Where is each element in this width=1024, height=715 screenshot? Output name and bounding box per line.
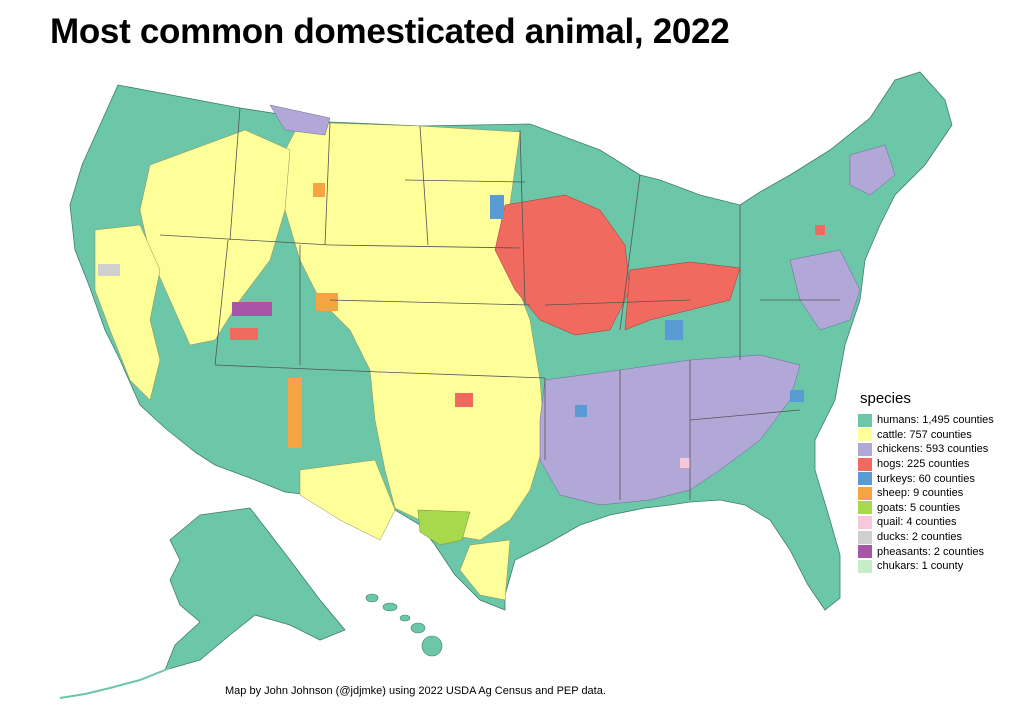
alaska-aleutians (59, 667, 171, 699)
goats-region-texas (417, 509, 471, 546)
hogs-region-nc (815, 225, 825, 235)
ducks-region-california (98, 264, 120, 276)
legend-item: hogs: 225 counties (858, 457, 1018, 472)
legend-swatch (858, 472, 872, 486)
legend-label: hogs: 225 counties (877, 458, 970, 471)
legend-item: chukars: 1 county (858, 559, 1018, 574)
chickens-region-south (539, 354, 801, 506)
legend-label: turkeys: 60 counties (877, 472, 975, 485)
legend-item: pheasants: 2 counties (858, 544, 1018, 559)
map-credit: Map by John Johnson (@jdjmke) using 2022… (225, 685, 606, 697)
chickens-region-northeast (849, 144, 896, 196)
legend-item: humans: 1,495 counties (858, 413, 1018, 428)
legend-swatch (858, 501, 872, 515)
legend-items: humans: 1,495 counties cattle: 757 counti… (858, 413, 1018, 574)
legend-label: humans: 1,495 counties (877, 414, 994, 427)
hogs-region-iowa (494, 194, 631, 336)
cattle-region-california (94, 224, 161, 401)
alaska-landmass (164, 507, 346, 671)
quail-region-georgia (680, 458, 690, 468)
hogs-region-indiana (624, 261, 741, 331)
legend-label: ducks: 2 counties (877, 531, 962, 544)
page-title: Most common domesticated animal, 2022 (50, 12, 730, 51)
legend-label: quail: 4 counties (877, 516, 957, 529)
sheep-region-new-mexico (288, 378, 302, 448)
hogs-region-oklahoma (455, 393, 473, 407)
legend-swatch (858, 457, 872, 471)
legend-item: cattle: 757 counties (858, 428, 1018, 443)
legend-label: chickens: 593 counties (877, 443, 989, 456)
legend-swatch (858, 559, 872, 573)
cattle-region-south-texas (459, 539, 511, 601)
legend-title: species (860, 390, 911, 407)
legend-item: quail: 4 counties (858, 515, 1018, 530)
state-borders (159, 107, 840, 500)
turkeys-region-arkansas (575, 405, 587, 417)
legend-item: chickens: 593 counties (858, 442, 1018, 457)
legend-swatch (858, 530, 872, 544)
legend-swatch (858, 442, 872, 456)
legend-swatch (858, 486, 872, 500)
pheasants-region-utah (232, 302, 272, 316)
hawaii-islands (365, 593, 443, 657)
hogs-region-utah (230, 328, 258, 340)
legend-swatch (858, 515, 872, 529)
legend-item: sheep: 9 counties (858, 486, 1018, 501)
legend-label: chukars: 1 county (877, 560, 964, 573)
legend-swatch (858, 545, 872, 559)
legend: species humans: 1,495 counties cattle: 75… (858, 390, 1018, 574)
turkeys-region-indiana (665, 320, 683, 340)
turkeys-region-minnesota (490, 195, 504, 219)
legend-label: pheasants: 2 counties (877, 545, 985, 558)
legend-label: sheep: 9 counties (877, 487, 964, 500)
cattle-region-texas-west (299, 459, 396, 541)
legend-item: turkeys: 60 counties (858, 471, 1018, 486)
legend-label: goats: 5 counties (877, 501, 961, 514)
turkeys-region-nc (790, 390, 804, 402)
sheep-region-montana (313, 183, 325, 197)
legend-label: cattle: 757 counties (877, 428, 972, 441)
legend-item: goats: 5 counties (858, 501, 1018, 516)
legend-item: ducks: 2 counties (858, 530, 1018, 545)
legend-swatch (858, 428, 872, 442)
legend-swatch (858, 413, 872, 427)
chickens-region-north (269, 104, 331, 136)
sheep-region-colorado (316, 293, 338, 311)
